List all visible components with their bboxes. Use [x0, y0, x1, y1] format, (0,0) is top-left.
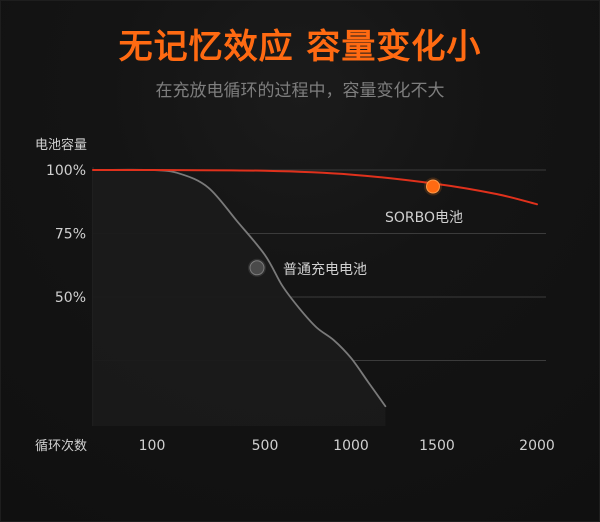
x-tick-label-2: 1000: [333, 438, 369, 454]
page-subtitle: 在充放电循环的过程中，容量变化不大: [155, 81, 445, 101]
x-tick-label-0: 100: [139, 438, 166, 454]
y-tick-label-2: 50%: [55, 290, 86, 306]
normal-battery-area: [93, 169, 386, 426]
x-tick-label-1: 500: [252, 438, 279, 454]
page-title: 无记忆效应 容量变化小: [118, 27, 482, 67]
normal-series-label: 普通充电电池: [283, 262, 367, 278]
x-tick-label-3: 1500: [419, 438, 455, 454]
normal-marker: [249, 260, 265, 276]
x-axis-title: 循环次数: [35, 438, 87, 454]
y-axis-title: 电池容量: [35, 137, 87, 153]
x-tick-label-4: 2000: [519, 438, 555, 454]
sorbo-series-label: SORBO电池: [385, 210, 463, 226]
y-tick-label-1: 75%: [55, 227, 86, 243]
line-layer: [92, 168, 538, 408]
y-tick-label-0: 100%: [46, 163, 86, 179]
normal-battery-line: [92, 168, 387, 408]
sorbo-battery-line: [92, 168, 538, 206]
area-layer: [93, 169, 386, 426]
sorbo-marker: [426, 179, 440, 194]
